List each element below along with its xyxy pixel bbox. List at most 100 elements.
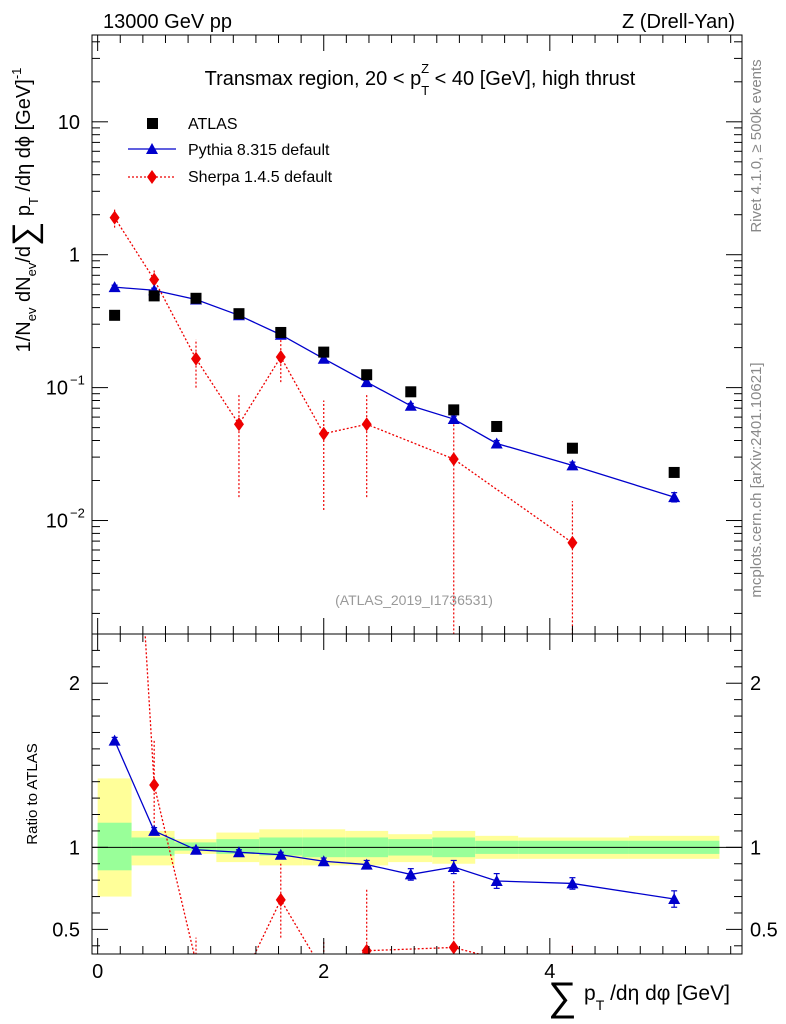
ratio-pythia-point bbox=[232, 846, 245, 858]
atlas-point bbox=[361, 369, 373, 381]
y-label-ev2: ev bbox=[24, 262, 39, 276]
ratio-pythia-line bbox=[114, 740, 675, 900]
pythia-series bbox=[108, 281, 681, 503]
y-label-a: 1/N bbox=[13, 321, 35, 352]
legend-pythia-marker bbox=[146, 143, 158, 154]
x-label-p: p bbox=[584, 982, 596, 1005]
header-right: Z (Drell-Yan) bbox=[622, 11, 735, 33]
sherpa-point bbox=[275, 349, 286, 364]
ratio-pythia-point bbox=[190, 843, 202, 855]
watermark: (ATLAS_2019_I1736531) bbox=[335, 592, 493, 608]
ratio-band-inner bbox=[216, 839, 260, 854]
sherpa-point bbox=[233, 417, 244, 432]
ratio-x-axis: 0 2 4 bbox=[92, 634, 732, 983]
header-left: 13000 GeV pp bbox=[103, 11, 232, 33]
pythia-point bbox=[490, 437, 503, 449]
ratio-y-tick-label-right: 0.5 bbox=[750, 919, 778, 941]
main-y-tick-label: 10 bbox=[46, 511, 68, 533]
ratio-pythia-point bbox=[404, 868, 417, 880]
ratio-y-tick-label-right: 2 bbox=[750, 673, 761, 695]
ratio-x-tick-label: 0 bbox=[92, 961, 103, 983]
ratio-pythia-point bbox=[566, 877, 579, 889]
ratio-y-label: Ratio to ATLAS bbox=[24, 743, 41, 844]
y-label-ev1: ev bbox=[24, 307, 39, 321]
sherpa-point bbox=[361, 417, 372, 432]
y-label-c: /d bbox=[13, 246, 35, 263]
ratio-sherpa-point bbox=[361, 943, 372, 954]
x-axis-label: ∑ pT /dη dφ [GeV] bbox=[548, 975, 730, 1019]
atlas-point bbox=[275, 326, 287, 338]
mcplots-label: mcplots.cern.ch [arXiv:2401.10621] bbox=[748, 362, 765, 597]
pythia-point bbox=[668, 491, 681, 503]
atlas-point bbox=[109, 309, 121, 321]
y-label-t: T bbox=[26, 197, 41, 205]
ratio-y-tick-label: 2 bbox=[69, 673, 80, 695]
legend-pythia-label: Pythia 8.315 default bbox=[188, 142, 330, 159]
chart-title-sub: T bbox=[421, 83, 429, 98]
y-label-sum: ∑ bbox=[6, 222, 44, 246]
rivet-label: Rivet 4.1.0, ≥ 500k events bbox=[748, 59, 765, 232]
pythia-point bbox=[404, 399, 417, 411]
ratio-sherpa-point bbox=[448, 940, 459, 954]
atlas-point bbox=[491, 420, 503, 432]
ratio-y-tick-label: 1 bbox=[69, 837, 80, 859]
ratio-sherpa-point bbox=[149, 777, 160, 792]
main-y-label: 1/Nev dNev/d∑ pT /dη dϕ [GeV]-1 bbox=[6, 68, 44, 353]
ratio-y-tick-label: 0.5 bbox=[52, 919, 80, 941]
legend-item-sherpa: Sherpa 1.4.5 default bbox=[128, 169, 333, 186]
main-y-tick-label: 10 bbox=[58, 112, 80, 134]
atlas-point bbox=[318, 346, 330, 358]
pythia-point bbox=[108, 281, 121, 293]
atlas-point bbox=[668, 466, 680, 478]
sherpa-line bbox=[114, 217, 573, 544]
atlas-point bbox=[405, 386, 417, 398]
pythia-point bbox=[317, 352, 330, 364]
legend-item-pythia: Pythia 8.315 default bbox=[128, 142, 330, 159]
chart-title-sup: Z bbox=[421, 61, 429, 76]
x-label-t: T bbox=[596, 997, 605, 1013]
atlas-point bbox=[566, 442, 578, 454]
ratio-pythia-point bbox=[317, 855, 330, 867]
ratio-x-tick-label: 4 bbox=[544, 961, 555, 983]
pythia-point bbox=[447, 413, 460, 425]
sherpa-point bbox=[191, 351, 201, 366]
sherpa-point bbox=[567, 535, 578, 550]
y-label-d: p bbox=[13, 205, 35, 222]
main-x-ticks bbox=[97, 35, 732, 634]
atlas-series bbox=[109, 290, 680, 478]
main-plot-area bbox=[108, 209, 681, 634]
ratio-band-inner bbox=[259, 837, 303, 856]
legend-atlas-label: ATLAS bbox=[188, 116, 238, 133]
sherpa-series bbox=[109, 209, 578, 634]
pythia-line bbox=[114, 286, 675, 498]
main-y-tick-label: 10 bbox=[46, 378, 68, 400]
main-y-tick-exp: −1 bbox=[70, 373, 85, 388]
ratio-y-tick-label-right: 1 bbox=[750, 837, 761, 859]
ratio-y-axis: 2 2 1 1 0.5 0.5 bbox=[52, 649, 778, 947]
ratio-pythia-point bbox=[148, 824, 161, 836]
ratio-band-inner bbox=[97, 822, 132, 871]
ratio-x-tick-label: 2 bbox=[318, 961, 329, 983]
ratio-pythia-point bbox=[447, 861, 460, 873]
y-label-e: /dη dϕ [GeV] bbox=[13, 79, 35, 197]
pythia-point bbox=[566, 459, 579, 471]
chart-title: Transmax region, 20 < pTZ < 40 [GeV], hi… bbox=[205, 61, 636, 98]
ratio-band-inner bbox=[131, 837, 175, 856]
x-label-sum: ∑ bbox=[548, 975, 577, 1019]
chart-title-pre: Transmax region, 20 < p bbox=[205, 68, 422, 90]
ratio-pythia-point bbox=[360, 858, 373, 870]
ratio-sherpa-point bbox=[110, 118, 120, 132]
y-label-b: dN bbox=[13, 276, 35, 307]
ratio-frame bbox=[91, 633, 743, 955]
legend-sherpa-marker bbox=[147, 170, 157, 184]
ratio-pythia-series bbox=[108, 734, 681, 908]
atlas-point bbox=[233, 308, 245, 320]
atlas-point bbox=[448, 404, 460, 416]
legend: ATLAS Pythia 8.315 default Sherpa 1.4.5 … bbox=[128, 116, 333, 186]
ratio-plot-area bbox=[92, 118, 742, 954]
x-label-rest: /dη dφ [GeV] bbox=[604, 982, 730, 1005]
ratio-pythia-point bbox=[108, 734, 121, 746]
